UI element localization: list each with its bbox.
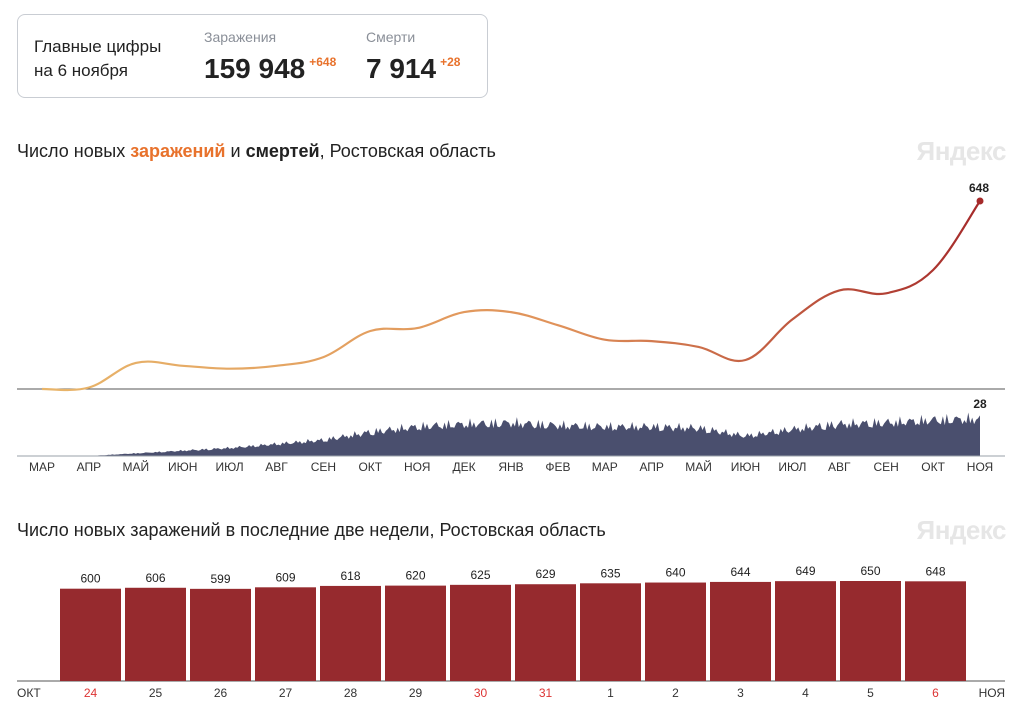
month-tick: НОЯ <box>967 460 993 474</box>
bar <box>645 582 706 681</box>
chart1-title-part1: Число новых <box>17 141 131 161</box>
infections-last-point <box>976 197 984 205</box>
bar-value-label: 644 <box>730 565 750 579</box>
bar <box>60 588 121 681</box>
summary-title-line1: Главные цифры <box>34 37 162 56</box>
day-tick: 31 <box>539 686 553 700</box>
bar <box>710 581 771 681</box>
month-axis: МАР АПР МАЙ ИЮН ИЮЛ АВГ СЕН ОКТ НОЯ ДЕК ЯНВ ФЕВ МАР А… <box>29 459 993 474</box>
month-tick: ЯНВ <box>498 460 523 474</box>
chart1-title-infections: заражений <box>130 141 226 161</box>
summary-title: Главные цифры на 6 ноября <box>34 35 184 83</box>
day-tick: 1 <box>607 686 614 700</box>
month-tick: МАЙ <box>685 459 712 474</box>
summary-card: Главные цифры на 6 ноября Заражения 159 … <box>17 14 488 98</box>
bar-value-label: 599 <box>210 572 230 586</box>
chart1-title-deaths: смертей <box>245 141 320 161</box>
deaths-label: Смерти <box>366 29 416 45</box>
month-tick: АПР <box>639 460 664 474</box>
deaths-last-label: 28 <box>973 397 987 411</box>
month-tick: ИЮЛ <box>216 460 244 474</box>
infections-delta: +648 <box>309 55 337 69</box>
bar <box>190 588 251 681</box>
month-tick: НОЯ <box>404 460 430 474</box>
bar-value-label: 609 <box>275 570 295 584</box>
bar-value-label: 648 <box>925 564 945 578</box>
day-tick: 28 <box>344 686 358 700</box>
chart2-right-month: НОЯ <box>979 686 1005 700</box>
day-tick: 29 <box>409 686 423 700</box>
chart2-left-month: ОКТ <box>17 686 41 700</box>
bar <box>515 584 576 681</box>
bar <box>840 581 901 681</box>
bar-value-label: 629 <box>535 567 555 581</box>
deaths-value: 7 914 <box>366 53 437 84</box>
month-tick: ОКТ <box>921 460 945 474</box>
month-tick: АПР <box>77 460 102 474</box>
bar-value-label: 640 <box>665 566 685 580</box>
bar <box>450 584 511 681</box>
month-tick: ИЮН <box>731 460 760 474</box>
day-tick: 26 <box>214 686 228 700</box>
chart1-title: Число новых заражений и смертей, Ростовс… <box>17 141 496 162</box>
bar <box>125 587 186 681</box>
month-tick: АВГ <box>265 460 288 474</box>
month-tick: ДЕК <box>453 460 476 474</box>
deaths-stat: Смерти 7 914 +28 <box>366 29 460 85</box>
bar <box>320 585 381 681</box>
month-tick: АВГ <box>828 460 851 474</box>
chart1-title-part2: и <box>225 141 246 161</box>
day-tick: 4 <box>802 686 809 700</box>
infections-value: 159 948 <box>204 53 306 84</box>
day-tick: 6 <box>932 686 939 700</box>
deaths-delta: +28 <box>440 55 461 69</box>
day-tick: 2 <box>672 686 679 700</box>
summary-title-line2: на 6 ноября <box>34 61 128 80</box>
infections-stat: Заражения 159 948 +648 <box>204 29 336 85</box>
bar-value-label: 600 <box>80 572 100 586</box>
deaths-area <box>42 412 980 456</box>
bar <box>905 581 966 681</box>
chart2-watermark: Яндекс <box>916 515 1007 545</box>
bars-group: 6002460625599266092761828620296253062931… <box>60 564 966 700</box>
bar-value-label: 625 <box>470 568 490 582</box>
bar-value-label: 620 <box>405 569 425 583</box>
month-tick: ФЕВ <box>545 460 570 474</box>
bar <box>775 581 836 681</box>
month-tick: ОКТ <box>358 460 382 474</box>
month-tick: ИЮН <box>168 460 197 474</box>
bar <box>255 587 316 681</box>
two-weeks-bar-chart: 6002460625599266092761828620296253062931… <box>17 564 1005 700</box>
month-tick: ИЮЛ <box>778 460 806 474</box>
day-tick: 30 <box>474 686 488 700</box>
month-tick: МАР <box>592 460 618 474</box>
infections-label: Заражения <box>204 29 277 45</box>
bar-value-label: 650 <box>860 564 880 578</box>
chart2-title: Число новых заражений в последние две не… <box>17 520 606 540</box>
day-tick: 25 <box>149 686 163 700</box>
bar-value-label: 618 <box>340 569 360 583</box>
infections-line <box>41 200 981 392</box>
day-tick: 5 <box>867 686 874 700</box>
bar-value-label: 635 <box>600 566 620 580</box>
deaths-series <box>42 412 980 456</box>
infections-last-label: 648 <box>969 181 989 195</box>
day-tick: 3 <box>737 686 744 700</box>
day-tick: 27 <box>279 686 293 700</box>
infections-value-wrap: 159 948 +648 <box>204 53 336 85</box>
deaths-value-wrap: 7 914 +28 <box>366 53 460 85</box>
bar-value-label: 606 <box>145 571 165 585</box>
bar <box>580 583 641 681</box>
month-tick: СЕН <box>874 460 899 474</box>
month-tick: МАР <box>29 460 55 474</box>
infections-deaths-chart: 648 28 МАР АПР МАЙ ИЮН ИЮЛ АВГ СЕН ОКТ НОЯ ДЕК ЯНВ… <box>17 181 1005 474</box>
bar <box>385 585 446 681</box>
month-tick: СЕН <box>311 460 336 474</box>
bar-value-label: 649 <box>795 564 815 578</box>
chart1-title-part3: , Ростовская область <box>319 141 496 161</box>
chart1-watermark: Яндекс <box>916 136 1007 166</box>
month-tick: МАЙ <box>122 459 149 474</box>
day-tick: 24 <box>84 686 98 700</box>
